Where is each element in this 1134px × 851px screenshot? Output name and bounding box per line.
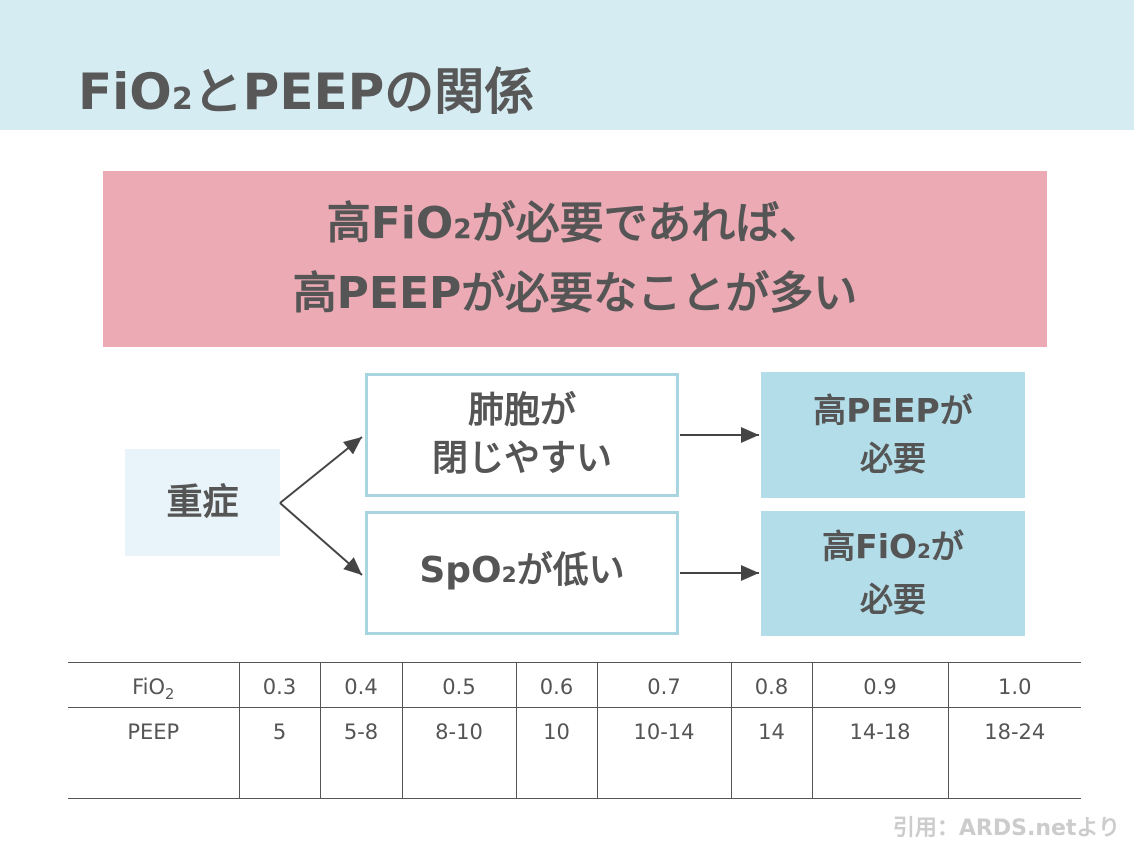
peep-cell: 18-24 — [947, 707, 1081, 799]
high-peep-needed-box: 高PEEPが 必要 — [761, 372, 1025, 498]
peep-row: PEEP 5 5-8 8-10 10 10-14 14 14-18 18-24 — [68, 707, 1081, 799]
low-spo2-box: SpO2が低い — [365, 511, 679, 635]
banner-line-1: 高FiO2が必要であれば、 — [326, 198, 824, 249]
fio2-cell: 0.9 — [811, 662, 949, 708]
page-title: FiO2とPEEPの関係 — [78, 63, 535, 121]
fio2-cell: 0.6 — [515, 662, 598, 708]
fio2-peep-table: FiO2 0.3 0.4 0.5 0.6 0.7 0.8 0.9 1.0 PEE… — [68, 662, 1081, 799]
key-message-banner: 高FiO2が必要であれば、 高PEEPが必要なことが多い — [103, 171, 1047, 347]
fio2-cell: 0.5 — [401, 662, 517, 708]
severe-box: 重症 — [125, 449, 280, 556]
fio2-label: FiO2 — [68, 662, 240, 708]
peep-cell: 14 — [730, 707, 813, 799]
high-fio2-needed-box: 高FiO2が 必要 — [761, 511, 1025, 636]
banner-line-2: 高PEEPが必要なことが多い — [292, 268, 858, 319]
fio2-row: FiO2 0.3 0.4 0.5 0.6 0.7 0.8 0.9 1.0 — [68, 662, 1081, 708]
peep-cell: 5-8 — [319, 707, 403, 799]
fio2-cell: 0.7 — [596, 662, 732, 708]
header-band — [0, 0, 1134, 130]
fio2-cell: 0.4 — [319, 662, 403, 708]
citation: 引用：ARDS.netより — [892, 816, 1120, 841]
peep-cell: 10-14 — [596, 707, 732, 799]
peep-cell: 8-10 — [401, 707, 517, 799]
fio2-cell: 1.0 — [947, 662, 1081, 708]
fio2-cell: 0.8 — [730, 662, 813, 708]
arrow-to-spo2 — [279, 502, 363, 576]
peep-cell: 14-18 — [811, 707, 949, 799]
fio2-cell: 0.3 — [238, 662, 321, 708]
peep-label: PEEP — [68, 707, 240, 799]
peep-cell: 5 — [238, 707, 321, 799]
arrow-to-alveoli — [279, 436, 363, 504]
peep-cell: 10 — [515, 707, 598, 799]
alveoli-collapse-box: 肺胞が 閉じやすい — [365, 373, 679, 497]
